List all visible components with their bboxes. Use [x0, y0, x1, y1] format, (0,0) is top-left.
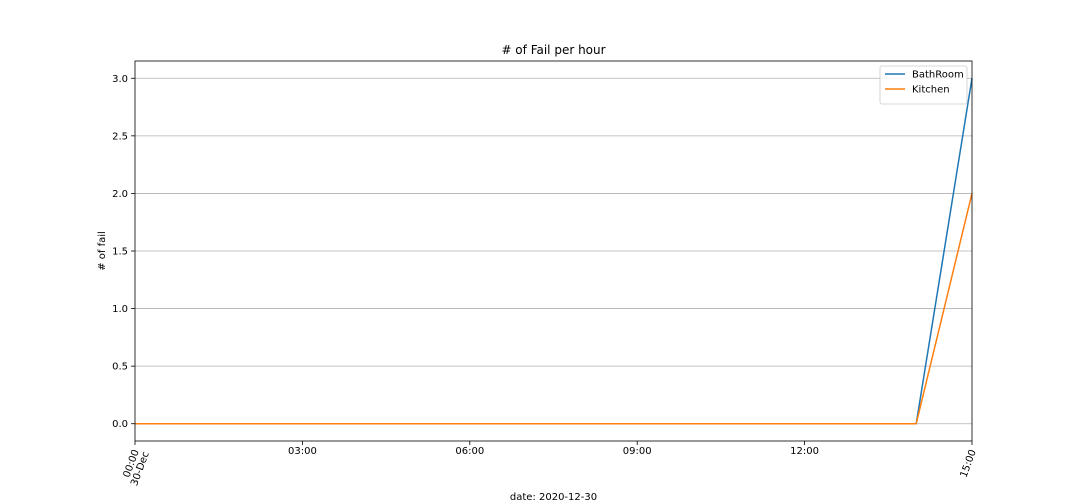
y-tick-label: 2.5	[112, 131, 128, 142]
x-tick-label: 12:00	[790, 446, 819, 457]
legend-label: BathRoom	[912, 70, 964, 81]
y-tick-label: 1.5	[112, 247, 128, 258]
y-tick-label: 3.0	[112, 74, 128, 85]
series-lines	[135, 78, 973, 425]
series-line-kitchen	[135, 193, 973, 425]
legend-label: Kitchen	[912, 85, 950, 96]
x-tick-label: 09:00	[623, 446, 652, 457]
x-axis-label: date: 2020-12-30	[510, 492, 597, 503]
y-axis: 0.0 0.5 1.0 1.5 2.0 2.5 3.0	[112, 74, 135, 430]
x-tick-label: 15:00	[959, 448, 979, 479]
chart-title: # of Fail per hour	[501, 43, 605, 57]
y-tick-label: 1.0	[112, 304, 128, 315]
y-gridlines	[135, 77, 972, 425]
y-tick-label: 0.5	[112, 362, 128, 373]
y-axis-label: # of fail	[97, 231, 108, 271]
y-tick-label: 0.0	[112, 419, 128, 430]
x-tick-label: 03:00	[288, 446, 317, 457]
x-tick-label: 06:00	[455, 446, 484, 457]
y-tick-label: 2.0	[112, 189, 128, 200]
legend-box	[879, 65, 968, 105]
legend: BathRoom Kitchen	[879, 65, 968, 105]
